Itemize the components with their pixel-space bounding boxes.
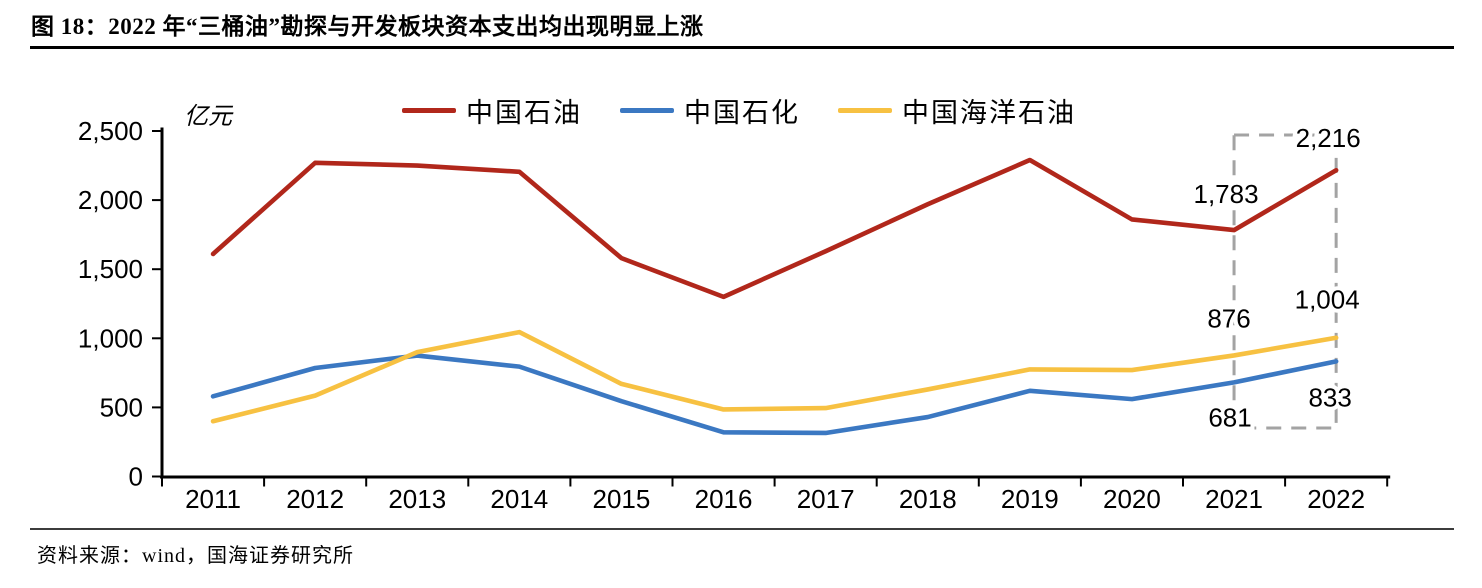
highlight-dashed-box-group — [1232, 133, 1338, 430]
source-note: 资料来源：wind，国海证券研究所 — [37, 545, 354, 567]
cnooc-line-swatch — [838, 108, 892, 113]
y-tick-label: 1,500 — [78, 254, 143, 284]
y-axis-unit-label: 亿元 — [184, 103, 234, 130]
petrochina-line — [210, 157, 1339, 300]
series-lines — [210, 157, 1339, 436]
legend-item-petrochina: 中国石油 — [402, 91, 582, 130]
chart-axes — [152, 127, 1391, 487]
value-label: 681 — [1208, 402, 1251, 432]
x-tick-label: 2014 — [490, 484, 548, 514]
x-tick-label: 2019 — [1001, 484, 1059, 514]
value-label: 876 — [1207, 303, 1250, 333]
value-label: 2,216 — [1296, 123, 1361, 153]
y-tick-label: 1,000 — [78, 323, 143, 353]
highlight-dashed-box — [1232, 133, 1338, 430]
x-tick-label: 2011 — [185, 484, 241, 514]
x-tick-label: 2015 — [593, 484, 651, 514]
legend-label-cnooc: 中国海洋石油 — [902, 98, 1076, 128]
value-label: 1,783 — [1194, 179, 1259, 209]
legend-label-sinopec: 中国石化 — [684, 98, 800, 128]
legend-label-petrochina: 中国石油 — [466, 98, 582, 128]
value-label: 1,004 — [1295, 285, 1360, 315]
title-divider — [30, 46, 1454, 49]
footer-divider — [30, 528, 1454, 530]
x-tick-label: 2018 — [899, 484, 957, 514]
x-tick-label: 2020 — [1103, 484, 1161, 514]
y-tick-label: 2,000 — [78, 185, 143, 215]
x-tick-label: 2012 — [286, 484, 344, 514]
y-tick-label: 2,500 — [78, 116, 143, 146]
y-tick-label: 0 — [129, 462, 143, 492]
axis-labels: 0 500 1,000 1,500 2,000 2,500 亿元 2011 2012 2013 20… — [78, 103, 1365, 514]
data-labels: 1,783 2,216 876 1,004 681 833 — [1190, 119, 1365, 436]
x-tick-label: 2022 — [1307, 484, 1365, 514]
chart-legend: 中国石油 中国石化 中国海洋石油 — [402, 91, 1076, 130]
y-tick-label: 500 — [100, 392, 143, 422]
petrochina-line-swatch — [402, 108, 456, 113]
x-tick-label: 2017 — [797, 484, 855, 514]
legend-item-sinopec: 中国石化 — [620, 91, 800, 130]
legend-item-cnooc: 中国海洋石油 — [838, 91, 1076, 130]
x-tick-label: 2021 — [1205, 484, 1263, 514]
figure-title: 图 18：2022 年“三桶油”勘探与开发板块资本支出均出现明显上涨 — [31, 14, 704, 39]
value-label: 833 — [1308, 382, 1351, 412]
sinopec-line-swatch — [620, 108, 674, 113]
x-tick-label: 2016 — [695, 484, 753, 514]
cnooc-line — [210, 329, 1339, 424]
x-tick-label: 2013 — [388, 484, 446, 514]
